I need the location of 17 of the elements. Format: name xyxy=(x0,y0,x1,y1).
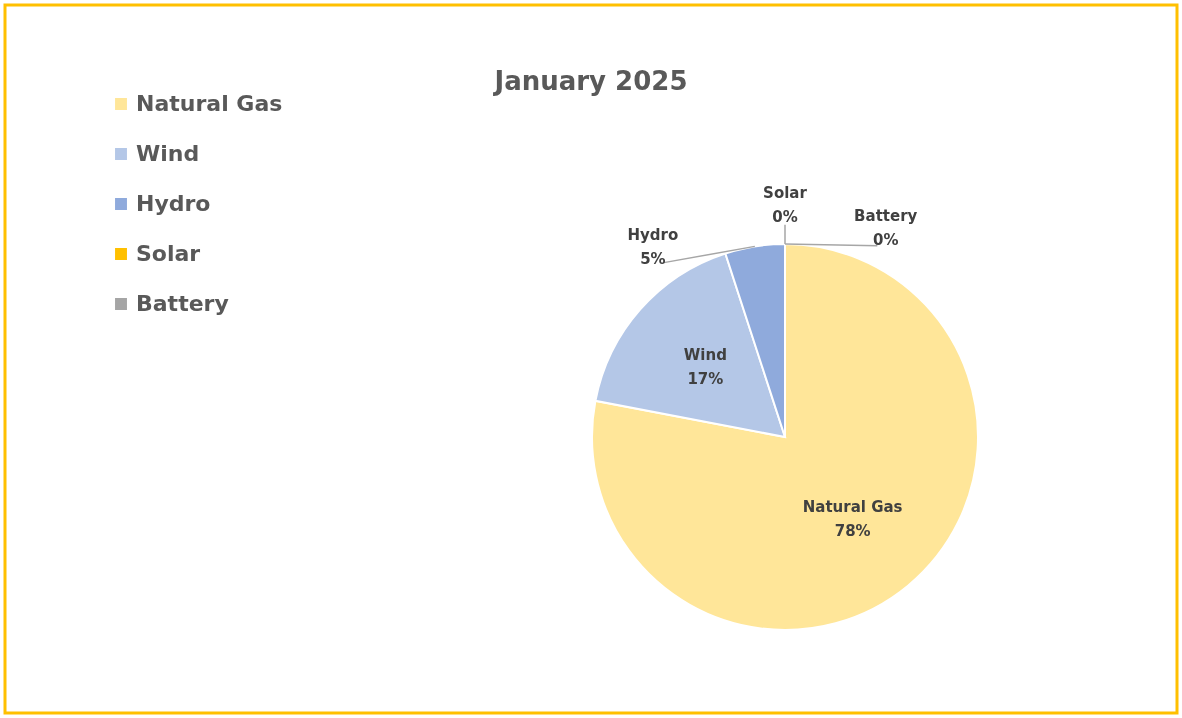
category-label: Battery xyxy=(854,207,918,226)
legend-label: Battery xyxy=(136,291,229,316)
text: 0% xyxy=(873,231,899,250)
data-label: 5% xyxy=(640,249,666,268)
slice-label: Natural Gas xyxy=(802,497,903,516)
chart-title: January 2025 xyxy=(492,66,688,96)
data-label: 17% xyxy=(687,369,724,388)
legend-label: Solar xyxy=(136,241,201,266)
legend-label: Wind xyxy=(136,141,200,166)
pie-slice xyxy=(591,243,979,631)
legend-label: Hydro xyxy=(136,191,211,216)
data-label: 78% xyxy=(834,521,871,540)
text: 0% xyxy=(772,208,798,227)
slice-label: Wind xyxy=(683,345,727,364)
legend-label: Natural Gas xyxy=(136,91,283,116)
slice-label: Hydro xyxy=(627,225,679,244)
category-label: Solar xyxy=(763,184,807,203)
